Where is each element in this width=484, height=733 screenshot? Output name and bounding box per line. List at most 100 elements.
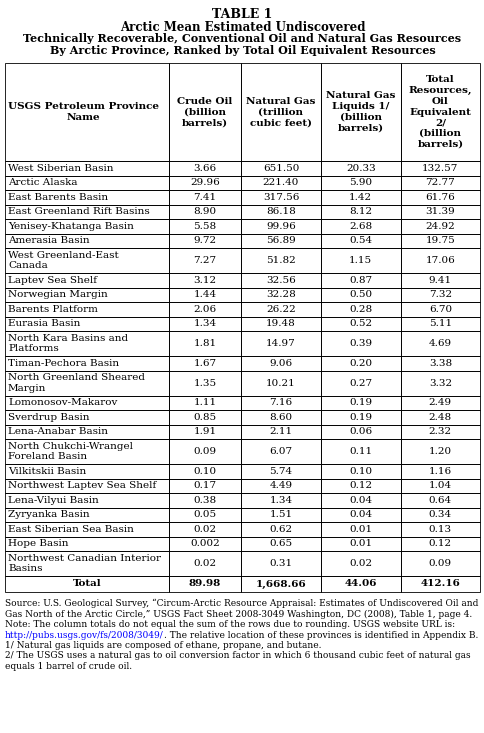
Text: 0.31: 0.31 [269,559,292,568]
Text: 5.58: 5.58 [193,222,216,231]
Bar [241,551,320,576]
Text: 8.60: 8.60 [269,413,292,421]
Text: Arctic Alaska: Arctic Alaska [8,178,77,187]
Text: 651.50: 651.50 [262,163,299,173]
Text: 0.02: 0.02 [348,559,372,568]
Bar [168,287,241,302]
Bar [5,396,168,410]
Bar [5,551,168,576]
Bar [400,576,479,592]
Bar [320,396,400,410]
Bar [320,576,400,592]
Text: Natural Gas
(trillion
cubic feet): Natural Gas (trillion cubic feet) [246,97,315,128]
Bar [400,190,479,205]
Bar [168,317,241,331]
Bar [5,522,168,537]
Bar [241,302,320,317]
Bar [400,161,479,175]
Text: 4.49: 4.49 [269,482,292,490]
Bar [168,396,241,410]
Text: North Greenland Sheared
Margin: North Greenland Sheared Margin [8,373,145,393]
Bar [400,522,479,537]
Bar [320,479,400,493]
Text: 1.16: 1.16 [428,467,451,476]
Bar [168,356,241,370]
Text: 10.21: 10.21 [266,378,295,388]
Text: Zyryanka Basin: Zyryanka Basin [8,510,90,519]
Text: By Arctic Province, Ranked by Total Oil Equivalent Resources: By Arctic Province, Ranked by Total Oil … [49,45,435,56]
Bar [320,63,400,161]
Bar [168,479,241,493]
Text: 1.51: 1.51 [269,510,292,519]
Text: 0.02: 0.02 [193,559,216,568]
Text: 0.10: 0.10 [193,467,216,476]
Bar [5,63,168,161]
Bar [241,287,320,302]
Text: 86.18: 86.18 [266,207,295,216]
Text: 0.27: 0.27 [348,378,372,388]
Text: 0.52: 0.52 [348,320,372,328]
Bar [241,161,320,175]
Bar [168,205,241,219]
Text: 5.74: 5.74 [269,467,292,476]
Bar [320,439,400,464]
Text: Gas North of the Arctic Circle,” USGS Fact Sheet 2008-3049 Washington, DC (2008): Gas North of the Arctic Circle,” USGS Fa… [5,610,471,619]
Text: 5.90: 5.90 [348,178,372,187]
Text: East Siberian Sea Basin: East Siberian Sea Basin [8,525,134,534]
Bar [241,248,320,273]
Bar [168,551,241,576]
Text: 0.87: 0.87 [348,276,372,284]
Bar [5,248,168,273]
Text: USGS Petroleum Province
Name: USGS Petroleum Province Name [8,102,159,122]
Bar [400,287,479,302]
Text: 19.48: 19.48 [266,320,295,328]
Text: Eurasia Basin: Eurasia Basin [8,320,80,328]
Text: 61.76: 61.76 [424,193,454,202]
Bar [400,479,479,493]
Bar [320,537,400,551]
Text: 1.44: 1.44 [193,290,216,299]
Bar [241,479,320,493]
Bar [168,161,241,175]
Text: Natural Gas
Liquids 1/
(billion
barrels): Natural Gas Liquids 1/ (billion barrels) [325,92,394,133]
Bar [400,219,479,234]
Bar [320,302,400,317]
Text: Lena-Anabar Basin: Lena-Anabar Basin [8,427,108,436]
Text: 7.41: 7.41 [193,193,216,202]
Text: 0.17: 0.17 [193,482,216,490]
Bar [320,175,400,190]
Text: 72.77: 72.77 [424,178,454,187]
Bar [400,370,479,396]
Bar [400,537,479,551]
Text: East Barents Basin: East Barents Basin [8,193,108,202]
Text: 0.39: 0.39 [348,339,372,348]
Text: North Kara Basins and
Platforms: North Kara Basins and Platforms [8,334,128,353]
Bar [5,576,168,592]
Text: Crude Oil
(billion
barrels): Crude Oil (billion barrels) [177,97,232,128]
Bar [320,273,400,287]
Bar [241,424,320,439]
Text: 5.11: 5.11 [428,320,451,328]
Text: 0.64: 0.64 [428,496,451,505]
Bar [400,273,479,287]
Bar [168,493,241,507]
Text: 0.65: 0.65 [269,539,292,548]
Bar [5,205,168,219]
Bar [400,507,479,522]
Bar [5,370,168,396]
Bar [320,370,400,396]
Text: 32.56: 32.56 [266,276,295,284]
Text: 2.48: 2.48 [428,413,451,421]
Text: Timan-Pechora Basin: Timan-Pechora Basin [8,358,119,368]
Text: 0.05: 0.05 [193,510,216,519]
Text: 89.98: 89.98 [188,580,221,589]
Text: 1.04: 1.04 [428,482,451,490]
Bar [241,273,320,287]
Text: 0.11: 0.11 [348,447,372,456]
Text: 51.82: 51.82 [266,256,295,265]
Text: 8.12: 8.12 [348,207,372,216]
Text: 1.20: 1.20 [428,447,451,456]
Text: 29.96: 29.96 [190,178,219,187]
Bar [400,396,479,410]
Bar [241,410,320,424]
